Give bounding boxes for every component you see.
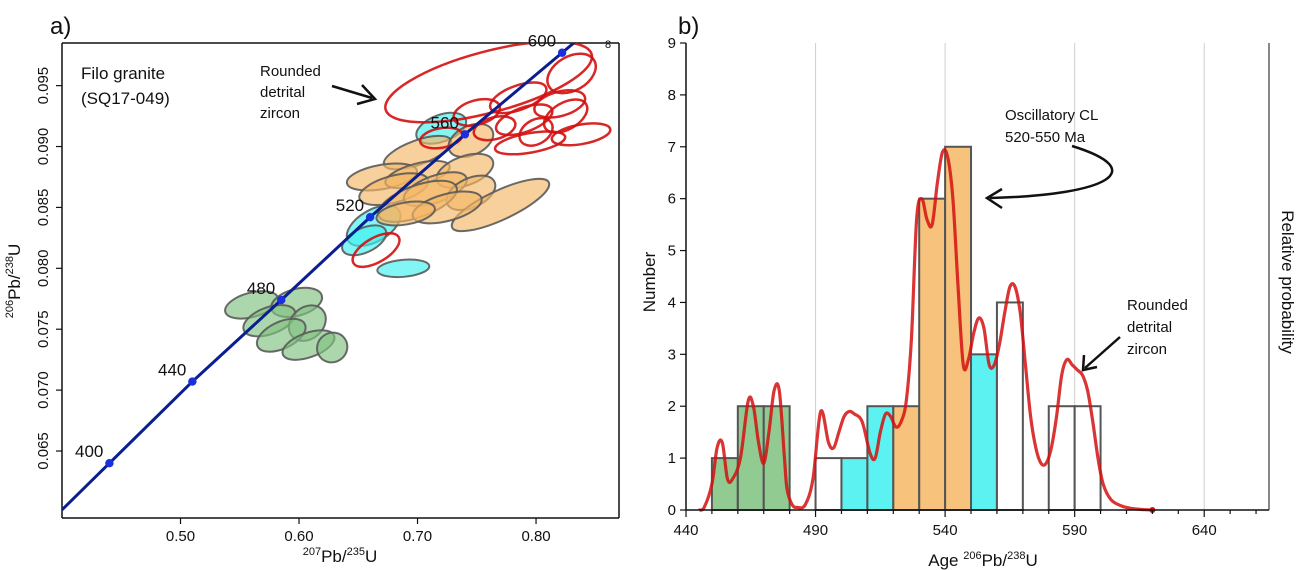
y-tick-label: 8 — [668, 87, 676, 104]
x-tick-label: 0.80 — [521, 528, 550, 545]
orange-ellipse — [375, 200, 436, 227]
concordia-age-labels: 400 440 480 520 560 600 — [75, 32, 556, 461]
y-tick-label: 9 — [668, 35, 676, 52]
y-tick-label: 0.095 — [35, 67, 52, 105]
concordia-age-label: 520 — [336, 196, 364, 215]
x-tick-label: 0.70 — [403, 528, 432, 545]
red-ellipse — [550, 122, 612, 147]
panel-b-ylabel-right: Relative probability — [1278, 210, 1297, 354]
concordia-age-label: 600 — [528, 32, 556, 51]
panel-a-ylabel: 206Pb/238U — [4, 244, 24, 319]
histogram-bar — [840, 457, 869, 512]
red-ellipse — [546, 52, 597, 95]
x-tick-label: 540 — [933, 522, 958, 539]
panel-b-label: b) — [678, 13, 699, 40]
osc-annotation-line2: 520-550 Ma — [1005, 129, 1086, 146]
red-ellipse — [518, 116, 554, 147]
panel-b-ylabel: Number — [640, 251, 659, 312]
panel-a-xlabel: 207Pb/235U — [303, 546, 378, 566]
x-tick-label: 590 — [1062, 522, 1087, 539]
concordia-age-label: 440 — [158, 361, 186, 380]
panel-a-annotation-line3: zircon — [260, 105, 300, 122]
red-ellipse — [488, 81, 548, 115]
orange-ellipse — [450, 177, 551, 233]
det-annotation-line1: Rounded — [1127, 297, 1188, 314]
det-arrow — [1084, 336, 1121, 369]
concordia-age-label: 400 — [75, 442, 103, 461]
red-ellipse — [351, 232, 401, 269]
histogram-bar — [970, 353, 998, 512]
cyan-ellipse — [376, 258, 431, 279]
concordia-age-marker — [188, 377, 197, 386]
y-tick-label: 0.085 — [35, 189, 52, 227]
concordia-line — [62, 43, 577, 511]
det-annotation-line2: detrital — [1127, 319, 1172, 336]
green-ellipse — [316, 331, 349, 364]
x-tick-label: 640 — [1192, 522, 1217, 539]
concordia-age-marker — [105, 458, 114, 468]
osc-arrowhead — [984, 187, 1003, 210]
y-tick-label: 6 — [668, 191, 676, 208]
concordia-curve — [62, 43, 577, 511]
histogram-bar — [814, 457, 843, 512]
histogram-bar — [918, 197, 947, 512]
panel-a-arrow — [331, 84, 373, 100]
panel-a-label: a) — [50, 13, 71, 40]
probability-line — [698, 148, 1153, 512]
panel-b-xlabel: Age 206Pb/238U — [928, 550, 1038, 570]
panel-b: b) 0 1 2 3 4 5 6 7 8 9 440 490 540 590 640 Oscillatory… — [640, 13, 1297, 570]
red-ellipse — [472, 115, 517, 142]
y-tick-label: 4 — [668, 294, 676, 311]
y-tick-label: 5 — [668, 243, 676, 260]
panel-a-annotation-line1: Rounded — [260, 63, 321, 80]
panel-a-annotation-line2: detrital — [260, 84, 305, 101]
y-tick-label: 0.075 — [35, 310, 52, 348]
red-ellipse — [533, 89, 587, 119]
y-tick-label: 7 — [668, 139, 676, 156]
sample-id: (SQ17-049) — [81, 89, 170, 108]
y-tick-label: 0 — [668, 502, 676, 519]
det-arrowhead — [1081, 354, 1098, 372]
panel-a-axes: 0.50 0.60 0.70 0.80 0.065 0.070 0.075 0.080 0.08… — [35, 67, 551, 545]
det-annotation-line3: zircon — [1127, 341, 1167, 358]
histogram-bar — [892, 405, 921, 512]
y-tick-label: 2 — [668, 398, 676, 415]
panel-b-axes: 0 1 2 3 4 5 6 7 8 9 440 490 540 590 640 — [668, 35, 1270, 539]
concordia-age-marker — [277, 295, 286, 305]
x-tick-label: 490 — [803, 522, 828, 539]
y-tick-label: 0.080 — [35, 250, 52, 288]
osc-arrow — [989, 144, 1114, 200]
concordia-age-marker — [460, 130, 470, 139]
concordia-age-marker — [365, 212, 375, 222]
corner-mark: 8 — [605, 39, 611, 51]
histogram-bar — [1047, 405, 1076, 512]
y-tick-label: 0.065 — [35, 432, 52, 470]
y-tick-label: 3 — [668, 346, 676, 363]
panel-a: a) 0.50 0.60 0.70 0.800.0650.0700.0750.0800… — [4, 13, 620, 566]
red-ellipse — [493, 130, 567, 156]
x-tick-label: 0.50 — [166, 528, 195, 545]
concordia-age-marker — [557, 48, 567, 57]
red-ellipse — [542, 98, 589, 134]
concordia-age-label: 480 — [247, 279, 275, 298]
y-tick-label: 0.070 — [35, 371, 52, 409]
x-tick-label: 440 — [673, 522, 698, 539]
panel-a-arrowhead — [356, 84, 378, 106]
y-tick-label: 0.090 — [35, 128, 52, 166]
concordia-age-label: 560 — [431, 113, 459, 132]
sample-name: Filo granite — [81, 64, 165, 83]
y-tick-label: 1 — [668, 450, 676, 467]
histogram-bar — [944, 145, 973, 511]
x-tick-label: 0.60 — [284, 528, 313, 545]
osc-annotation-line1: Oscillatory CL — [1005, 107, 1098, 124]
panel-b-bars — [710, 145, 1102, 512]
